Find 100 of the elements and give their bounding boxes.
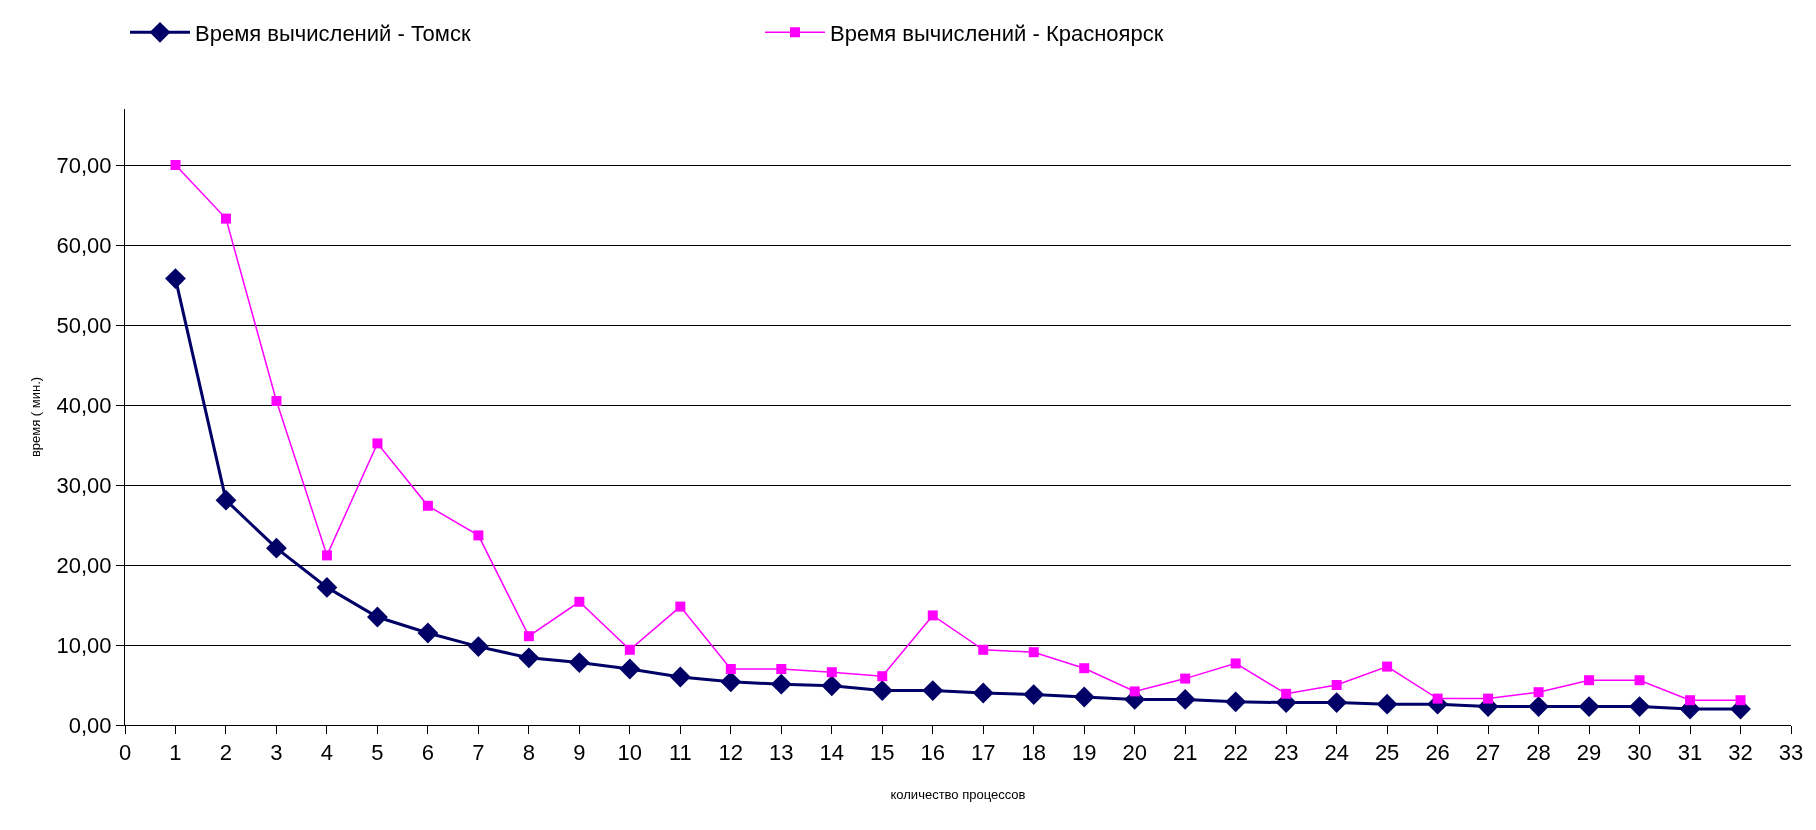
point	[821, 675, 843, 697]
point	[271, 396, 282, 406]
point	[725, 664, 736, 674]
x-tick-label: 31	[1677, 740, 1703, 766]
legend-label: Время вычислений - Томск	[195, 20, 471, 46]
x-tick-label: 28	[1526, 740, 1551, 766]
x-tick-label: 15	[870, 740, 895, 766]
point	[826, 667, 837, 678]
x-tick-label: 32	[1728, 740, 1753, 766]
x-tick-label: 30	[1627, 740, 1652, 766]
point	[1629, 696, 1650, 717]
point	[669, 666, 691, 688]
y-tick-label: 60,00	[56, 232, 112, 258]
x-tick-label: 20	[1122, 740, 1147, 766]
x-tick-label: 2	[219, 740, 233, 766]
point	[367, 606, 388, 628]
x-tick-label: 10	[617, 740, 643, 766]
point	[1578, 696, 1600, 717]
point	[1382, 661, 1393, 672]
x-tick-label: 6	[421, 740, 435, 766]
point	[417, 622, 439, 644]
x-tick-label: 13	[769, 740, 794, 766]
x-tick-label: 7	[472, 740, 485, 766]
point	[1483, 693, 1494, 704]
point	[170, 160, 181, 170]
point	[978, 644, 989, 655]
x-tick-label: 27	[1475, 740, 1501, 766]
point	[619, 658, 641, 680]
point	[473, 530, 484, 541]
point	[675, 601, 686, 612]
y-tick-label: 40,00	[56, 392, 112, 418]
point	[321, 550, 332, 561]
point	[776, 664, 787, 674]
point	[1023, 684, 1045, 705]
point	[1533, 687, 1544, 698]
x-tick-label: 21	[1172, 740, 1198, 766]
x-tick-label: 12	[718, 740, 744, 766]
point	[1326, 692, 1348, 713]
point	[215, 489, 237, 511]
legend-label: Время вычислений - Красноярск	[830, 20, 1164, 46]
point	[1225, 691, 1247, 713]
y-tick-label: 70,00	[56, 152, 112, 178]
point	[1028, 647, 1039, 658]
x-tick-label: 11	[668, 740, 692, 766]
x-tick-label: 5	[371, 740, 384, 766]
y-tick-label: 50,00	[56, 312, 112, 338]
x-tick-label: 0	[118, 740, 132, 766]
x-tick-label: 17	[971, 740, 996, 766]
x-tick-label: 4	[320, 740, 334, 766]
x-tick-label: 16	[920, 740, 945, 766]
y-tick-label: 0,00	[68, 712, 112, 738]
point	[568, 652, 590, 673]
point	[266, 537, 287, 559]
point	[1528, 696, 1549, 717]
point	[1230, 658, 1241, 669]
point	[871, 680, 893, 701]
point	[518, 647, 540, 669]
x-tick-label: 22	[1223, 740, 1248, 766]
point	[1073, 686, 1095, 708]
point	[523, 631, 534, 642]
x-tick-label: 3	[270, 740, 283, 766]
point	[972, 682, 994, 704]
y-axis-title: время ( мин.)	[28, 376, 44, 458]
point	[624, 644, 635, 655]
point	[220, 213, 231, 224]
x-tick-label: 19	[1071, 740, 1097, 766]
point	[1281, 688, 1292, 699]
point	[1376, 693, 1398, 715]
point	[1685, 695, 1696, 706]
y-tick-label: 30,00	[56, 472, 112, 498]
point	[922, 680, 944, 701]
point	[1180, 673, 1191, 684]
x-tick-label: 18	[1021, 740, 1046, 766]
x-tick-label: 23	[1273, 740, 1299, 766]
point	[165, 268, 186, 289]
point	[1079, 663, 1090, 674]
point	[316, 577, 338, 598]
y-tick-label: 20,00	[56, 552, 112, 578]
point	[1129, 686, 1140, 697]
point	[1584, 675, 1595, 686]
point	[467, 636, 489, 657]
x-tick-label: 33	[1778, 740, 1804, 766]
point	[422, 500, 433, 511]
point	[1331, 680, 1342, 690]
x-tick-label: 14	[819, 740, 845, 766]
x-tick-label: 8	[522, 740, 536, 766]
x-tick-label: 9	[573, 740, 586, 766]
point	[770, 673, 792, 695]
point	[1634, 675, 1645, 686]
point	[720, 671, 742, 693]
x-tick-label: 26	[1425, 740, 1450, 766]
y-tick-label: 10,00	[56, 632, 112, 658]
x-axis-title: количество процессов	[890, 787, 1026, 802]
point	[1735, 695, 1746, 706]
point	[927, 610, 938, 621]
x-tick-label: 29	[1576, 740, 1602, 766]
x-tick-label: 1	[169, 740, 182, 766]
x-tick-label: 25	[1374, 740, 1400, 766]
point	[1174, 689, 1196, 710]
x-tick-label: 24	[1324, 740, 1349, 766]
